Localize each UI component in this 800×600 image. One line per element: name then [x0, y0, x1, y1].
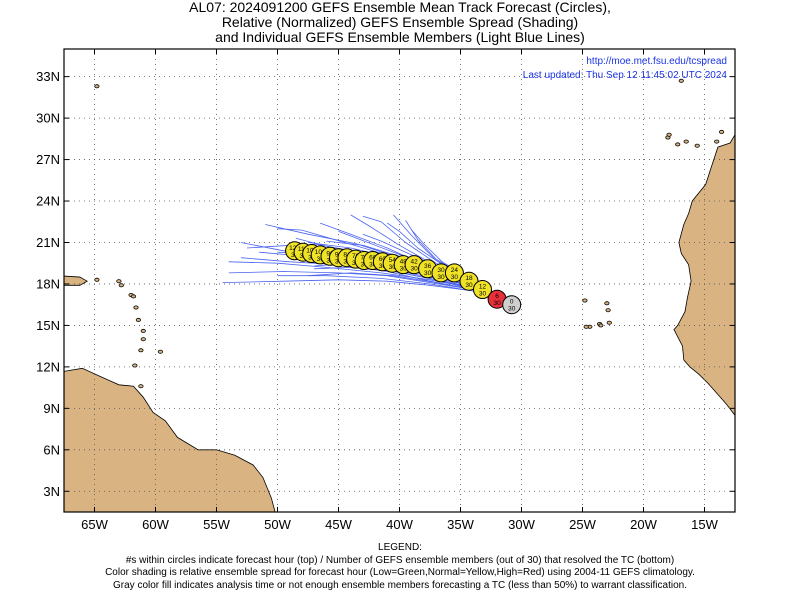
island: [116, 279, 122, 284]
title-line-1: AL07: 2024091200 GEFS Ensemble Mean Trac…: [189, 0, 611, 15]
forecast-hour-label: 18: [465, 275, 473, 282]
lon-tick-label: 20W: [630, 517, 657, 532]
island: [598, 323, 604, 328]
member-count-label: 30: [410, 266, 418, 273]
member-count-label: 30: [317, 256, 325, 263]
legend: LEGEND: #s within circles indicate forec…: [0, 542, 800, 592]
lat-tick-label: 30N: [36, 111, 60, 126]
member-count-label: 30: [508, 306, 516, 313]
island: [138, 348, 144, 353]
forecast-hour-label: 24: [451, 267, 459, 274]
legend-line-2: Color shading is relative ensemble sprea…: [105, 567, 695, 578]
forecast-hour-label: 30: [437, 267, 445, 274]
forecast-hour-label: 60: [379, 256, 387, 263]
island: [694, 143, 700, 148]
island: [582, 298, 588, 303]
member-count-label: 30: [493, 300, 501, 307]
lon-tick-label: 45W: [325, 517, 352, 532]
island: [133, 305, 139, 310]
mean-track-circles: 1203011430108301023096309030843078307230…: [285, 241, 522, 315]
forecast-hour-label: 6: [495, 293, 499, 300]
island: [604, 301, 610, 306]
member-count-label: 30: [424, 270, 432, 277]
lat-tick-label: 18N: [36, 277, 60, 292]
island: [94, 84, 100, 89]
chart-title: AL07: 2024091200 GEFS Ensemble Mean Trac…: [0, 0, 800, 45]
lat-tick-label: 27N: [36, 152, 60, 167]
forecast-hour-label: 12: [479, 284, 487, 291]
island: [683, 139, 689, 144]
lat-tick-label: 12N: [36, 359, 60, 374]
member-count-label: 30: [451, 274, 459, 281]
lon-tick-label: 35W: [447, 517, 474, 532]
member-count-label: 30: [389, 264, 397, 271]
island: [666, 132, 672, 137]
member-count-label: 30: [360, 262, 368, 269]
lon-tick-label: 15W: [691, 517, 718, 532]
lon-tick-label: 55W: [203, 517, 230, 532]
track-circle: [444, 263, 464, 283]
legend-line-3: Gray color fill indicates analysis time …: [113, 579, 687, 591]
info-url[interactable]: http://moe.met.fsu.edu/tcspread: [586, 56, 727, 67]
island: [678, 78, 684, 83]
island: [130, 294, 137, 299]
lon-tick-label: 65W: [81, 517, 108, 532]
island: [718, 129, 725, 134]
land-puerto-rico: [64, 275, 88, 286]
lon-tick-label: 40W: [386, 517, 413, 532]
info-updated: Last updated: Thu Sep 12 11:45:02 UTC 20…: [523, 70, 728, 81]
member-count-label: 30: [369, 262, 377, 269]
member-count-label: 30: [465, 282, 473, 289]
grid-layer: [64, 49, 735, 512]
island: [140, 328, 146, 333]
member-count-label: 30: [400, 266, 408, 273]
land-south-america: [64, 367, 276, 512]
lat-tick-label: 21N: [36, 235, 60, 250]
lon-tick-label: 25W: [569, 517, 596, 532]
island: [675, 142, 681, 147]
island: [94, 277, 100, 282]
track-circle-hour-0: 030: [502, 295, 522, 315]
lat-tick-label: 9N: [43, 401, 60, 416]
lat-tick-label: 33N: [36, 69, 60, 84]
island: [140, 337, 146, 342]
legend-line-1: #s within circles indicate forecast hour…: [125, 554, 675, 566]
member-count-label: 30: [479, 291, 487, 298]
lon-tick-label: 60W: [142, 517, 169, 532]
lat-tick-label: 3N: [43, 484, 60, 499]
forecast-hour-label: 54: [389, 257, 397, 264]
legend-heading: LEGEND:: [378, 542, 422, 553]
lon-tick-label: 30W: [508, 517, 535, 532]
forecast-hour-label: 0: [510, 299, 514, 306]
forecast-hour-label: 42: [410, 259, 418, 266]
title-line-3: and Individual GEFS Ensemble Members (Li…: [215, 29, 585, 45]
axis-ticks: 65W 60W 55W 50W 45W 40W 35W 30W 25W 20W 15W 3N 6N 9N 1…: [36, 49, 735, 532]
lon-tick-label: 50W: [264, 517, 291, 532]
island: [714, 139, 720, 144]
track-circle: [502, 295, 522, 315]
track-circle: [473, 280, 492, 299]
forecast-hour-label: 48: [400, 259, 408, 266]
lat-tick-label: 24N: [36, 194, 60, 209]
island: [606, 320, 612, 325]
island: [135, 317, 141, 322]
forecast-hour-label: 36: [424, 263, 432, 270]
title-line-2: Relative (Normalized) GEFS Ensemble Spre…: [221, 14, 579, 30]
island: [118, 283, 124, 288]
lat-tick-label: 6N: [43, 442, 60, 457]
island: [157, 349, 163, 354]
island: [605, 308, 611, 313]
forecast-hour-label: 66: [369, 255, 377, 262]
forecast-hour-label: 102: [315, 249, 326, 256]
island: [138, 384, 144, 389]
member-count-label: 30: [437, 274, 445, 281]
member-count-label: 30: [379, 263, 387, 270]
island: [583, 324, 589, 329]
lat-tick-label: 15N: [36, 318, 60, 333]
